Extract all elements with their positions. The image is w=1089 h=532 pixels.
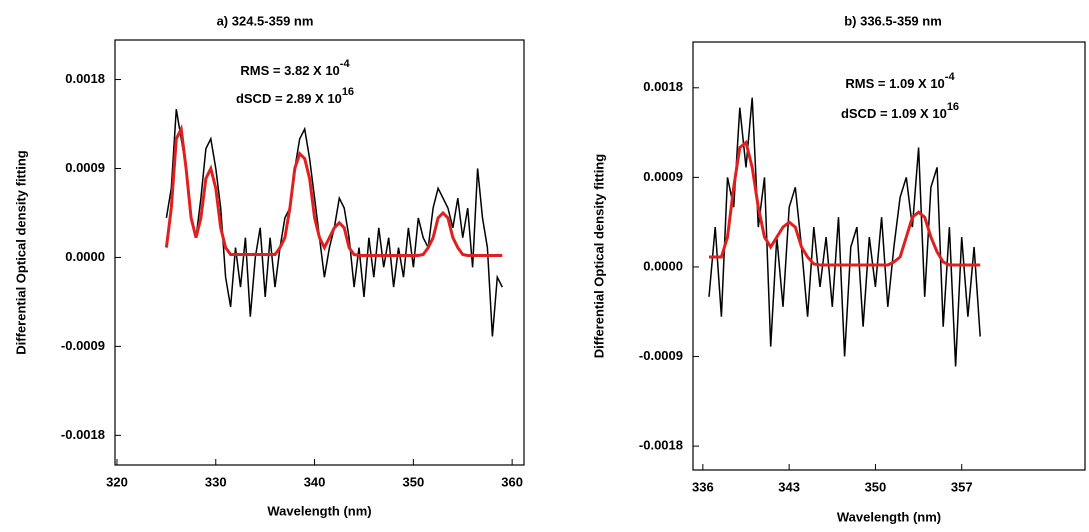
annotation-exponent: 16 — [947, 101, 959, 113]
plot-frame — [692, 41, 1086, 471]
panel: a) 324.5-359 nm Wavelength (nm) Differenti… — [13, 13, 525, 518]
data-line — [165, 109, 503, 337]
chart-title: b) 336.5-359 nm — [844, 13, 942, 28]
y-tick-label: 0.0000 — [65, 249, 105, 264]
x-tick-label: 357 — [951, 479, 973, 494]
x-tick-label: 320 — [106, 474, 128, 489]
annotation-text: dSCD = 2.89 X 10 — [236, 91, 342, 106]
annotation-text: RMS = 3.82 X 10 — [240, 63, 339, 78]
x-axis-label: Wavelength (nm) — [837, 509, 941, 524]
y-tick-label: -0.0009 — [61, 338, 105, 353]
plot-frame — [114, 39, 525, 466]
y-tick-label: 0.0009 — [643, 169, 683, 184]
x-tick-label: 340 — [304, 474, 326, 489]
annotation-text: dSCD = 1.09 X 10 — [841, 106, 947, 121]
annotation-text: RMS = 1.09 X 10 — [845, 76, 944, 91]
y-tick-label: -0.0018 — [61, 427, 105, 442]
y-tick-label: -0.0018 — [639, 438, 683, 453]
annotation: RMS = 1.09 X 10-4 — [845, 71, 955, 92]
y-tick-label: 0.0018 — [65, 71, 105, 86]
x-tick-label: 350 — [403, 474, 425, 489]
y-tick-label: 0.0009 — [65, 160, 105, 175]
y-tick-label: 0.0000 — [643, 258, 683, 273]
annotation-exponent: -4 — [945, 71, 956, 83]
x-tick-label: 330 — [205, 474, 227, 489]
chart-title: a) 324.5-359 nm — [217, 13, 314, 28]
y-axis-label: Differential Optical density fitting — [591, 154, 606, 358]
x-axis-label: Wavelength (nm) — [267, 503, 371, 518]
panel: b) 336.5-359 nm Wavelength (nm) Differenti… — [591, 13, 1086, 524]
data-line — [709, 139, 981, 267]
annotation: dSCD = 2.89 X 1016 — [236, 86, 354, 107]
x-tick-label: 360 — [501, 474, 523, 489]
annotation-exponent: 16 — [342, 86, 354, 98]
data-line — [708, 97, 981, 367]
annotation: dSCD = 1.09 X 1016 — [841, 101, 959, 122]
annotation: RMS = 3.82 X 10-4 — [240, 58, 350, 79]
y-tick-label: 0.0018 — [643, 79, 683, 94]
x-tick-label: 343 — [778, 479, 800, 494]
x-tick-label: 336 — [692, 479, 714, 494]
annotation-exponent: -4 — [340, 58, 351, 70]
data-line — [164, 123, 503, 257]
y-tick-label: -0.0009 — [639, 348, 683, 363]
x-tick-label: 350 — [865, 479, 887, 494]
y-axis-label: Differential Optical density fitting — [13, 150, 28, 354]
